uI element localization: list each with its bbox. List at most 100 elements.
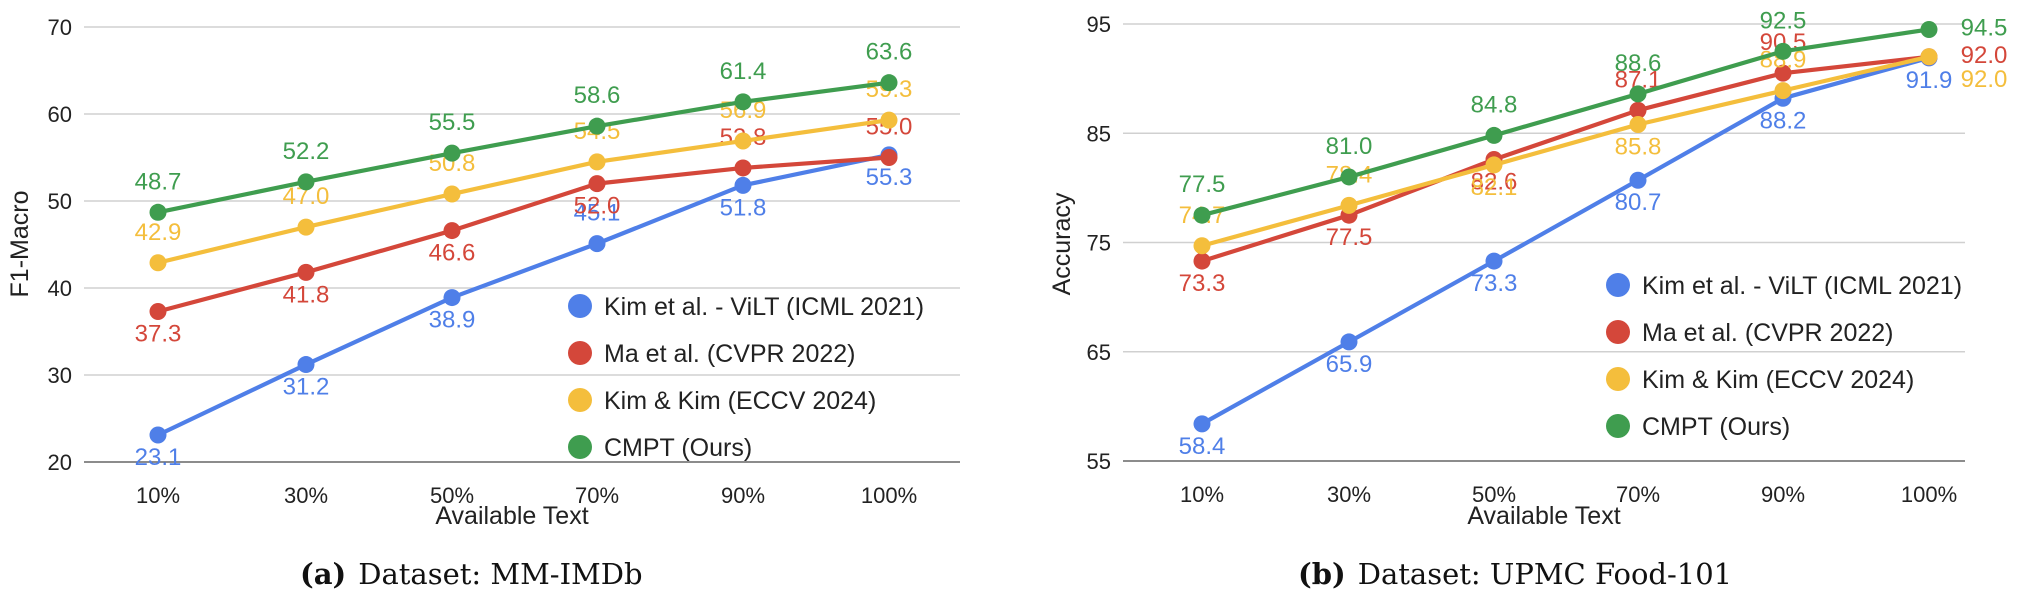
data-label: 73.3 [1471, 270, 1518, 297]
y-axis-title: F1-Macro [6, 191, 34, 298]
legend-marker [1606, 320, 1630, 344]
data-point [1485, 126, 1503, 144]
legend-label: Ma et al. (CVPR 2022) [604, 340, 856, 368]
data-point [443, 144, 461, 162]
data-label: 88.2 [1760, 107, 1807, 134]
y-tick-label: 65 [1087, 340, 1111, 365]
figure-caption: (b) Dataset: UPMC Food-101 [1298, 557, 1732, 591]
data-point [1774, 82, 1792, 100]
x-tick-label: 30% [1327, 482, 1371, 507]
data-point [1340, 168, 1358, 186]
data-label: 48.7 [135, 168, 182, 195]
series-line [1199, 54, 1932, 264]
data-point [1920, 20, 1938, 38]
data-label: 84.8 [1471, 91, 1518, 118]
x-tick-label: 70% [1616, 482, 1660, 507]
data-point [588, 235, 606, 253]
data-point [443, 185, 461, 203]
series-line [1199, 55, 1932, 426]
legend-marker [568, 388, 592, 412]
series-line [155, 152, 892, 438]
data-point [734, 159, 752, 177]
caption-letter: (b) [1298, 557, 1346, 591]
y-tick-label: 60 [48, 102, 72, 127]
data-point [588, 175, 606, 193]
data-point [149, 426, 167, 444]
chart-panel-a: 20 30 40 50 60 70 10% 30% 50% 70% 90% 100% Available… [6, 15, 960, 591]
y-tick-label: 40 [48, 276, 72, 301]
y-tick-label: 75 [1087, 231, 1111, 256]
data-label: 92.0 [1961, 42, 2008, 69]
figure-caption: (a) Dataset: MM-IMDb [300, 557, 643, 591]
x-tick-label: 50% [1472, 482, 1516, 507]
y-tick-label: 70 [48, 15, 72, 40]
data-point [1340, 196, 1358, 214]
x-tick-label: 100% [1901, 482, 1957, 507]
legend-label: Kim et al. - ViLT (ICML 2021) [1642, 272, 1962, 300]
data-label: 42.9 [135, 219, 182, 246]
data-point [734, 132, 752, 150]
data-label: 94.5 [1961, 14, 2008, 41]
data-label: 82.1 [1471, 174, 1518, 201]
data-label: 77.5 [1326, 224, 1373, 251]
x-tick-label: 10% [136, 483, 180, 508]
x-tick-label: 30% [284, 483, 328, 508]
data-point [734, 176, 752, 194]
data-label: 88.6 [1615, 50, 1662, 77]
data-label: 73.3 [1179, 270, 1226, 297]
data-point [734, 93, 752, 111]
data-label: 92.5 [1760, 7, 1807, 34]
data-point [1340, 333, 1358, 351]
data-label: 37.3 [135, 320, 182, 347]
x-tick-label: 90% [1761, 482, 1805, 507]
data-point [1774, 64, 1792, 82]
y-tick-label: 30 [48, 363, 72, 388]
data-point [149, 254, 167, 272]
data-point [443, 222, 461, 240]
y-tick-label: 95 [1087, 12, 1111, 37]
data-point [880, 149, 898, 166]
data-point [1629, 171, 1647, 189]
data-point [297, 356, 315, 374]
data-label: 41.8 [283, 281, 330, 308]
y-tick-label: 85 [1087, 121, 1111, 146]
data-point [880, 111, 898, 129]
legend-marker [1606, 367, 1630, 391]
legend: Kim et al. - ViLT (ICML 2021) Ma et al. (… [1606, 272, 1962, 441]
data-point [588, 117, 606, 135]
x-tick-label: 100% [861, 483, 917, 508]
y-axis-title: Accuracy [1048, 192, 1076, 295]
data-point [297, 173, 315, 191]
series-line [155, 117, 892, 265]
legend-label: Ma et al. (CVPR 2022) [1642, 319, 1894, 347]
x-tick-label: 90% [721, 483, 765, 508]
data-label: 80.7 [1615, 189, 1662, 216]
legend-label: CMPT (Ours) [1642, 413, 1790, 441]
x-axis-title: Available Text [435, 502, 588, 530]
data-label: 55.3 [866, 164, 913, 191]
data-label: 38.9 [429, 307, 476, 334]
legend-marker [568, 435, 592, 459]
x-tick-label: 70% [575, 483, 619, 508]
data-point [880, 74, 898, 92]
legend-label: Kim et al. - ViLT (ICML 2021) [604, 293, 924, 321]
data-label: 61.4 [720, 58, 767, 85]
y-tick-label: 50 [48, 189, 72, 214]
caption-letter: (a) [300, 557, 346, 591]
legend: Kim et al. - ViLT (ICML 2021) Ma et al. (… [568, 293, 924, 462]
data-point [149, 203, 167, 221]
data-point [443, 289, 461, 307]
data-label: 77.5 [1179, 171, 1226, 198]
series-line [155, 155, 892, 314]
data-label: 51.8 [720, 194, 767, 221]
legend-marker [1606, 273, 1630, 297]
data-label: 63.6 [866, 39, 913, 66]
caption-text: Dataset: MM-IMDb [358, 557, 642, 591]
legend-label: Kim & Kim (ECCV 2024) [1642, 366, 1914, 394]
data-label: 58.6 [574, 82, 621, 109]
data-label: 46.6 [429, 240, 476, 267]
data-point [588, 153, 606, 171]
y-tick-label: 20 [48, 450, 72, 475]
x-tick-label: 10% [1180, 482, 1224, 507]
